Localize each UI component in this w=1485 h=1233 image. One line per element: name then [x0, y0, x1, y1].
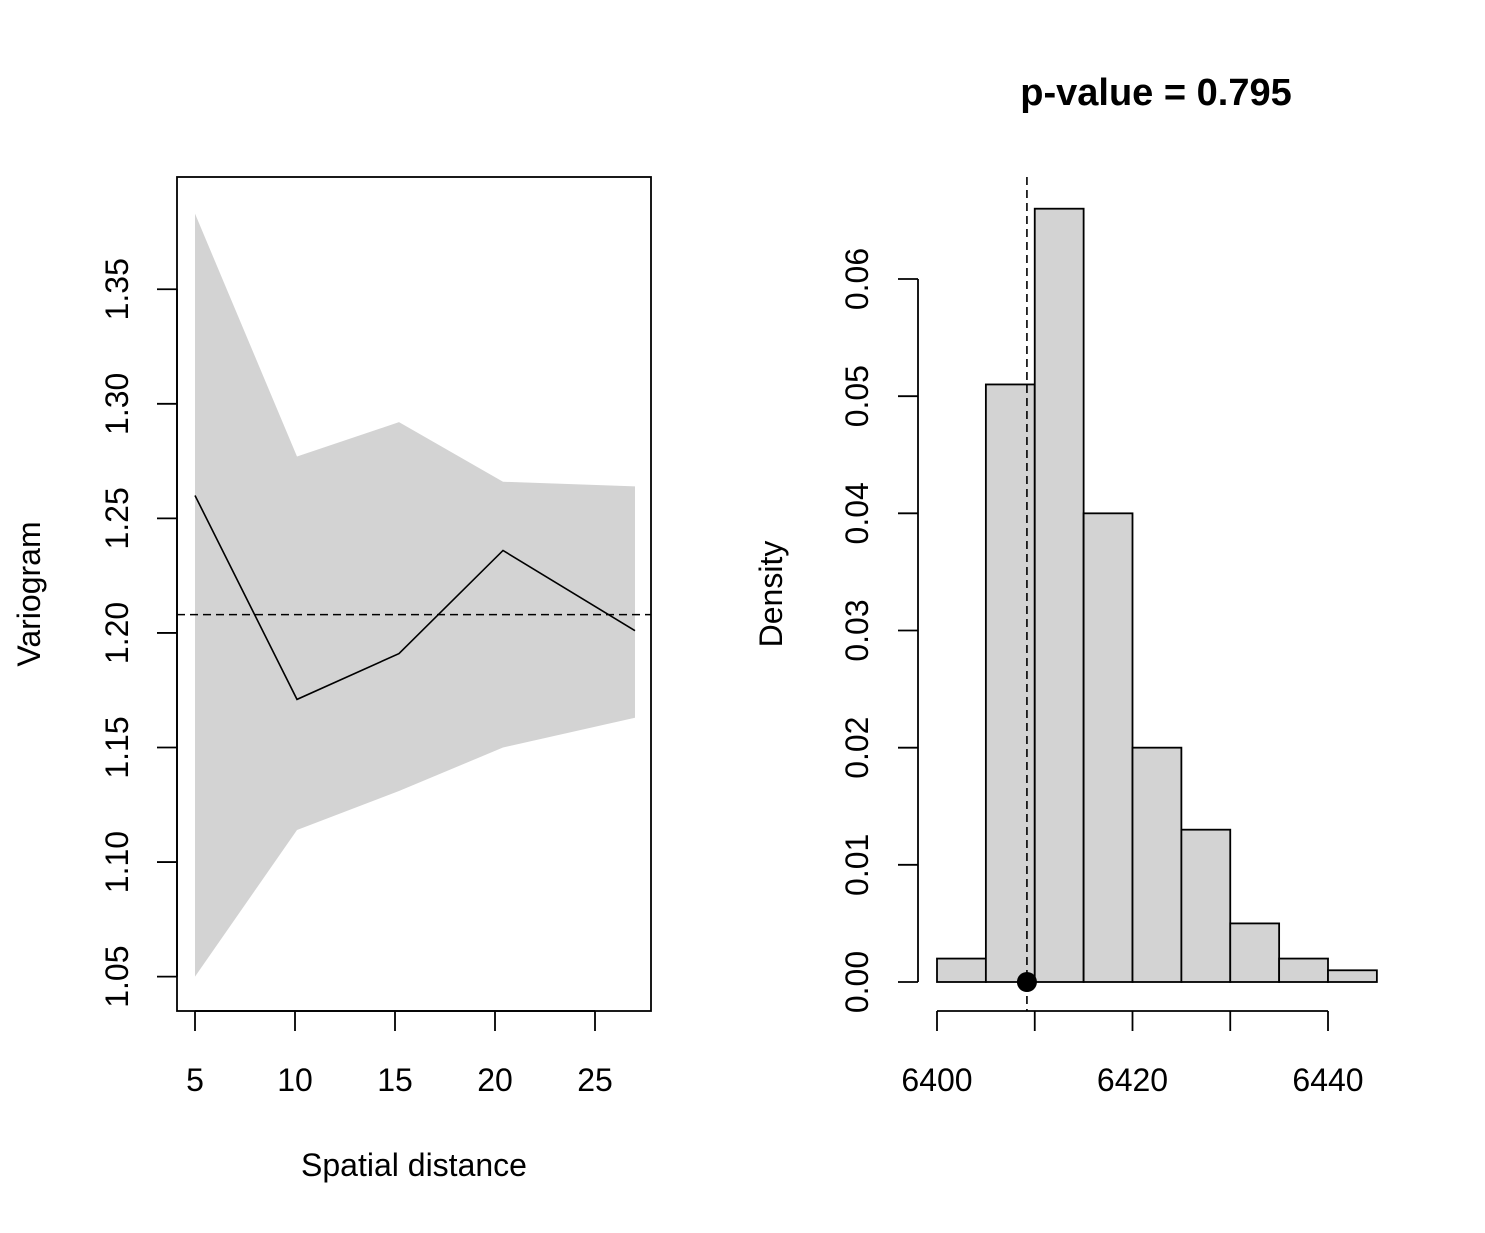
variogram-y-axis: 1.05 1.10 1.15 1.20 1.25 1.30 1.35 [99, 258, 178, 1008]
x-tick-label: 20 [477, 1062, 513, 1098]
histogram-bars [936, 207, 1378, 983]
y-tick-label: 0.01 [839, 834, 875, 896]
y-tick-label: 1.05 [99, 945, 135, 1007]
histogram-x-axis: 6400 6420 6440 [901, 1010, 1364, 1098]
x-tick-label: 5 [186, 1062, 204, 1098]
x-tick-label: 25 [577, 1062, 613, 1098]
histogram-bar [1229, 922, 1281, 983]
variogram-y-axis-label: Variogram [11, 521, 47, 666]
y-tick-label: 0.03 [839, 599, 875, 661]
y-tick-label: 1.25 [99, 487, 135, 549]
variogram-x-axis-label: Spatial distance [301, 1147, 527, 1183]
x-tick-label: 15 [377, 1062, 413, 1098]
histogram-bar [1180, 828, 1232, 983]
histogram-bar [1327, 969, 1378, 983]
histogram-panel: 6400 6420 6440 0.000.010.020.030.040.050.0… [753, 72, 1378, 1098]
x-tick-label: 6400 [901, 1062, 972, 1098]
histogram-bar [1278, 957, 1329, 983]
histogram-bar [1082, 512, 1134, 983]
observed-value-point [1016, 972, 1037, 992]
variogram-panel: 5 10 15 20 25 1.05 1.10 1.15 1.20 1.25 1.30 1.35 S… [11, 176, 652, 1183]
x-tick-label: 6440 [1292, 1062, 1363, 1098]
y-tick-label: 0.04 [839, 482, 875, 544]
histogram-y-axis-label: Density [753, 541, 789, 648]
histogram-bar [1131, 746, 1183, 983]
variogram-x-axis: 5 10 15 20 25 [186, 1010, 613, 1098]
y-tick-label: 0.02 [839, 717, 875, 779]
histogram-title: p-value = 0.795 [1020, 72, 1291, 114]
histogram-bar [936, 957, 987, 983]
y-tick-label: 1.15 [99, 716, 135, 778]
x-tick-label: 6420 [1097, 1062, 1168, 1098]
y-tick-label: 1.35 [99, 258, 135, 320]
x-tick-label: 10 [277, 1062, 313, 1098]
y-tick-label: 0.06 [839, 248, 875, 310]
y-tick-label: 1.30 [99, 373, 135, 435]
variogram-envelope [195, 213, 635, 977]
y-tick-label: 1.20 [99, 602, 135, 664]
y-tick-label: 0.05 [839, 365, 875, 427]
histogram-y-axis: 0.00 0.01 0.02 0.03 0.04 0.05 0.06 [839, 248, 919, 1013]
variogram-series-line [194, 495, 636, 701]
y-tick-label: 1.10 [99, 831, 135, 893]
histogram-bar [1033, 207, 1085, 983]
y-tick-label: 0.00 [839, 951, 875, 1013]
